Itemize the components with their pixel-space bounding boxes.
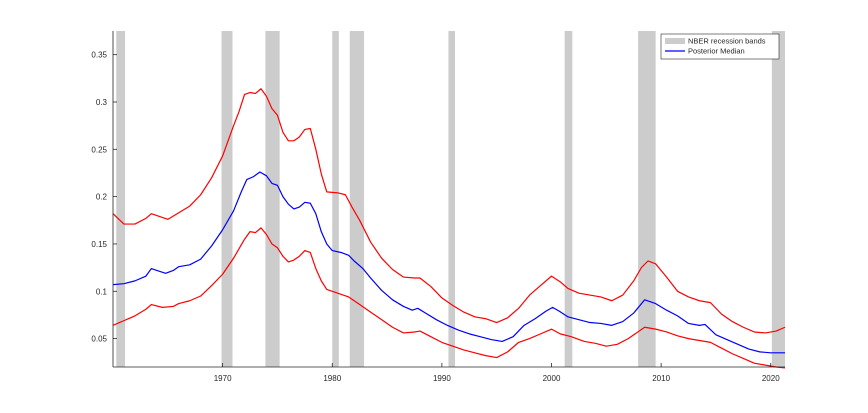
legend-label: Posterior Median xyxy=(688,47,745,56)
recession-band xyxy=(116,31,126,367)
y-tick-label: 0.1 xyxy=(96,287,108,296)
y-tick-label: 0.35 xyxy=(91,51,107,60)
recession-band xyxy=(221,31,233,367)
x-tick-label: 2020 xyxy=(762,374,780,383)
series-line-lower-band xyxy=(112,227,786,369)
y-tick-label: 0.2 xyxy=(96,193,108,202)
recession-band xyxy=(349,31,365,367)
recession-band xyxy=(771,31,785,367)
y-tick-label: 0.15 xyxy=(91,240,107,249)
y-tick-label: 0.3 xyxy=(96,98,108,107)
recession-band xyxy=(332,31,339,367)
series-line-posterior-median xyxy=(112,171,785,354)
x-tick-label: 1980 xyxy=(323,374,341,383)
x-tick-label: 1970 xyxy=(214,374,232,383)
recession-band xyxy=(265,31,280,367)
series-lines xyxy=(112,88,786,369)
y-tick-label: 0.25 xyxy=(91,145,107,154)
x-tick-label: 2010 xyxy=(652,374,670,383)
x-tick-label: 2000 xyxy=(543,374,561,383)
recession-bands xyxy=(116,31,785,367)
y-tick-label: 0.05 xyxy=(91,335,107,344)
recession-band xyxy=(448,31,456,367)
recession-band xyxy=(638,31,656,367)
axes: 1970 1980 1990 2000 2010 2020 0.05 0.1 0.15 0.2 0.… xyxy=(91,31,785,383)
legend-label: NBER recession bands xyxy=(688,37,766,46)
x-tick-label: 1990 xyxy=(433,374,451,383)
legend-swatch-band xyxy=(665,38,685,44)
legend-box xyxy=(660,33,780,60)
recession-band xyxy=(564,31,573,367)
series-line-upper-band xyxy=(112,88,786,334)
